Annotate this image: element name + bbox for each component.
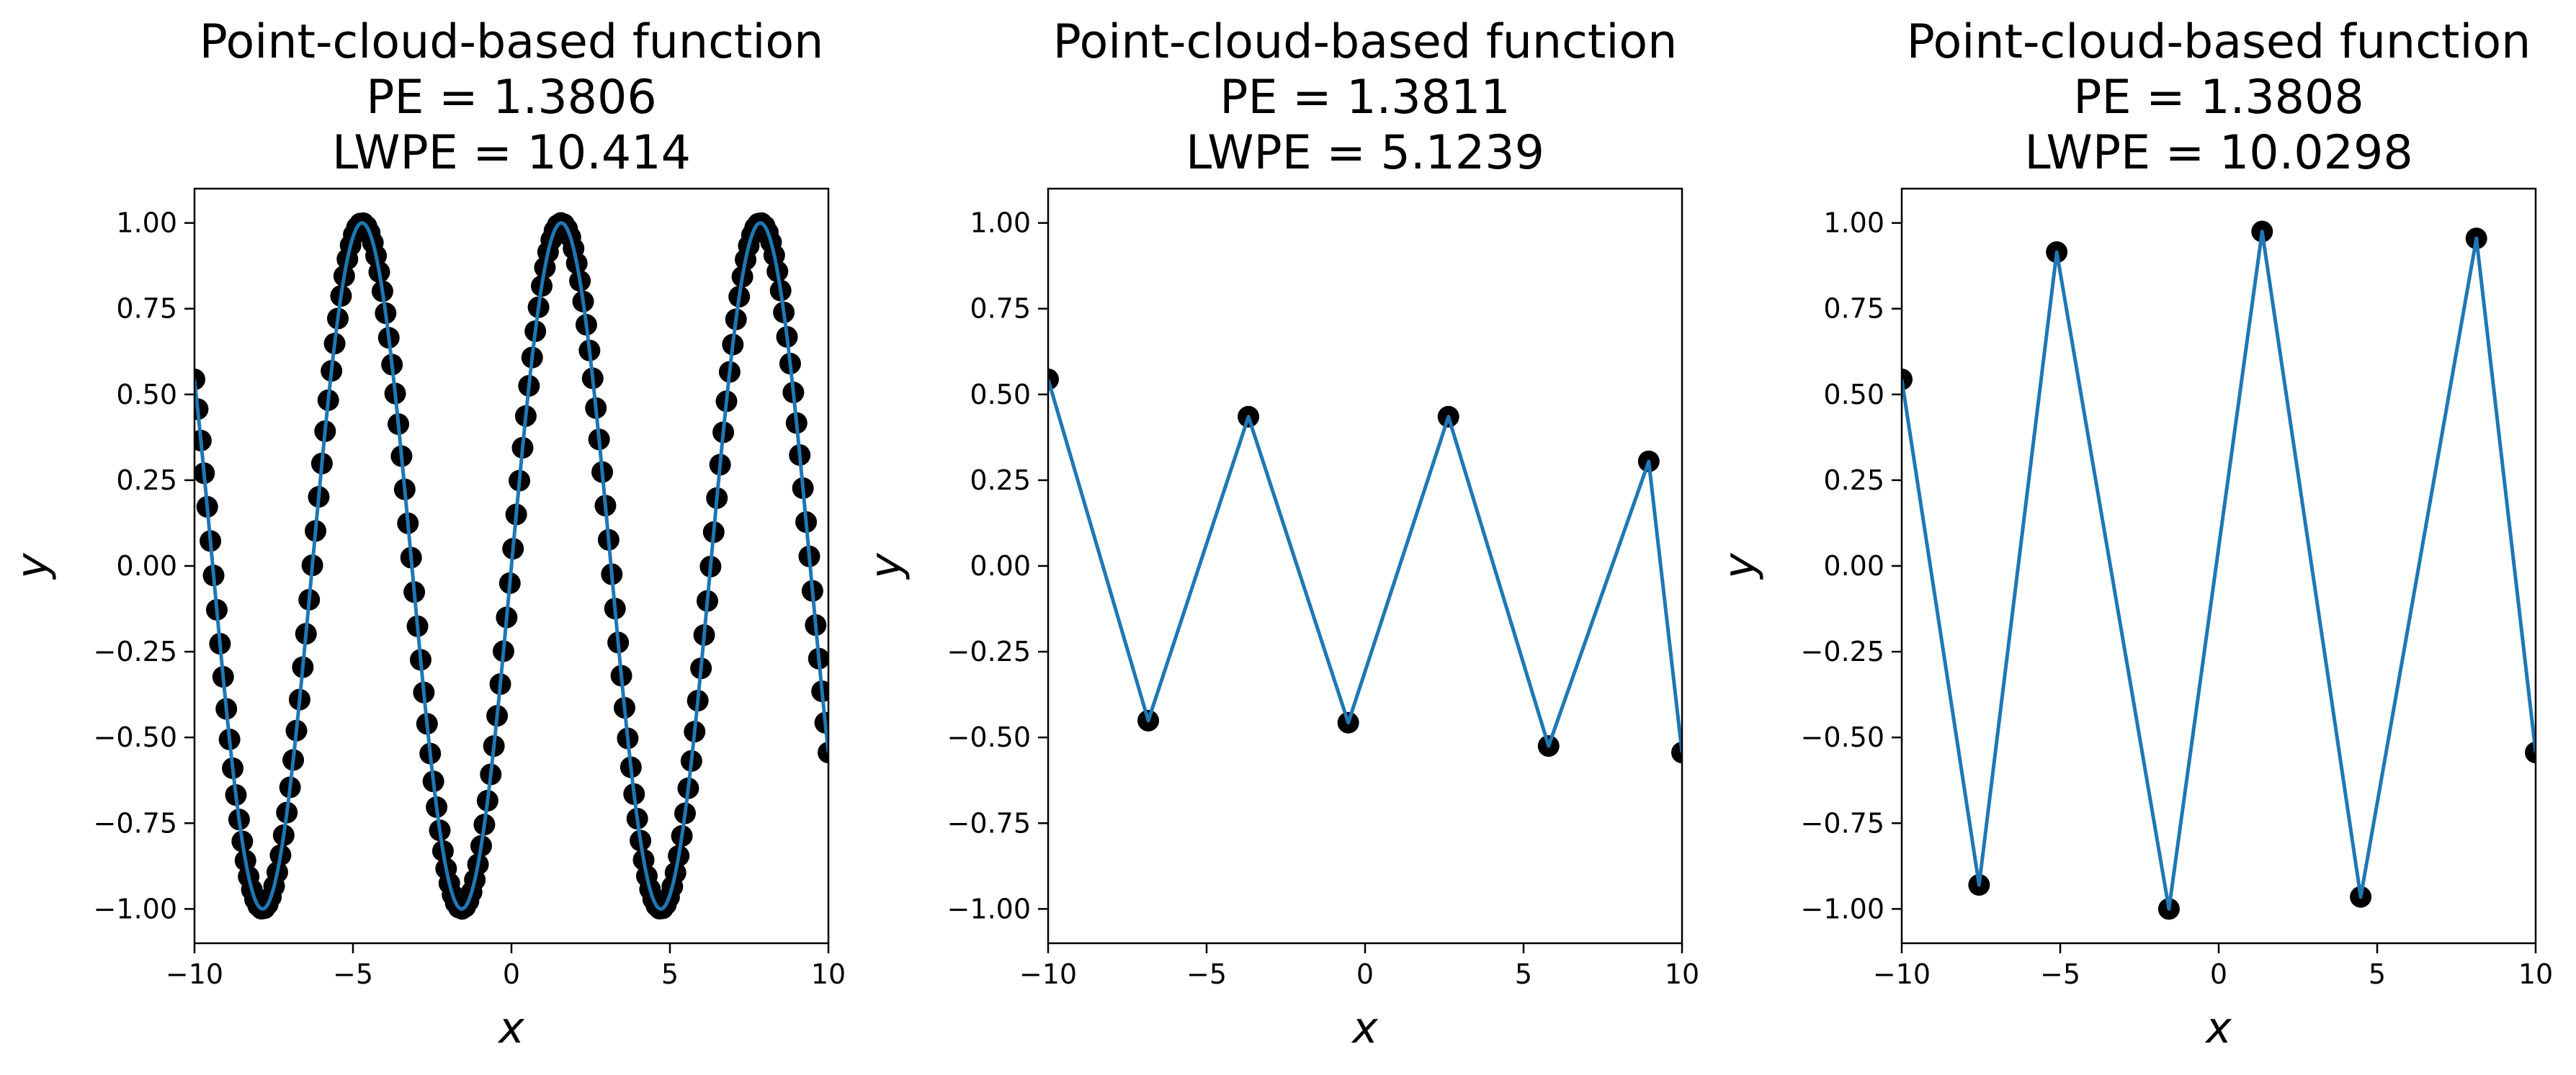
x-tick-label: 0 <box>1356 958 1374 990</box>
series-line <box>1048 379 1682 753</box>
chart-title-line: PE = 1.3806 <box>366 71 657 125</box>
y-tick-label: −0.25 <box>947 636 1031 667</box>
data-point <box>194 368 205 390</box>
y-tick-label: 0.00 <box>116 550 177 582</box>
plot-area <box>1902 220 2536 920</box>
x-axis-label: x <box>2204 1003 2232 1053</box>
y-tick-label: −1.00 <box>947 893 1031 925</box>
axes-frame <box>1047 187 1683 945</box>
chart-title-line: LWPE = 10.414 <box>332 126 691 180</box>
y-tick-label: −1.00 <box>94 893 177 925</box>
x-tick-label: −10 <box>166 958 223 990</box>
x-tick-label: 10 <box>2518 958 2553 990</box>
x-tick-label: 5 <box>661 958 679 990</box>
y-tick-label: −0.75 <box>94 807 177 839</box>
plot-area <box>1048 368 1682 764</box>
y-tick-label: −0.75 <box>1801 807 1884 839</box>
y-tick-label: −0.75 <box>947 807 1031 839</box>
y-tick-label: 0.50 <box>116 379 177 410</box>
chart-title-line: LWPE = 5.1239 <box>1186 126 1544 180</box>
chart-title-line: Point-cloud-based function <box>1907 15 2531 69</box>
plot-area <box>194 212 828 920</box>
x-tick-label: −10 <box>1873 958 1931 990</box>
y-tick-label: 0.00 <box>970 550 1031 582</box>
y-tick-label: 1.00 <box>970 207 1031 239</box>
data-point <box>2525 742 2536 764</box>
y-tick-label: 0.25 <box>1823 464 1884 496</box>
x-tick-label: 10 <box>811 958 846 990</box>
data-point <box>1902 368 1913 390</box>
chart-title-line: PE = 1.3808 <box>2073 71 2364 125</box>
y-axis-label: y <box>1714 552 1765 580</box>
x-tick-label: −10 <box>1019 958 1077 990</box>
y-tick-label: 0.25 <box>116 464 177 496</box>
y-tick-label: 0.50 <box>1823 379 1884 410</box>
data-point <box>818 742 828 764</box>
x-tick-label: 5 <box>1515 958 1532 990</box>
y-tick-label: 0.75 <box>116 293 177 325</box>
y-tick-label: 0.00 <box>1823 550 1884 582</box>
y-tick-label: −0.50 <box>947 721 1031 753</box>
x-tick-label: 10 <box>1665 958 1699 990</box>
x-axis-label: x <box>1351 1003 1378 1053</box>
axes-frame <box>1900 187 2537 945</box>
y-tick-label: 0.50 <box>970 379 1031 410</box>
series-line <box>194 221 828 911</box>
x-tick-label: −5 <box>1186 958 1227 990</box>
y-tick-label: −0.25 <box>1801 636 1884 667</box>
chart-title-line: Point-cloud-based function <box>200 15 824 69</box>
y-tick-label: −0.25 <box>94 636 177 667</box>
chart-title-line: LWPE = 10.0298 <box>2024 126 2412 180</box>
x-tick-label: −5 <box>2040 958 2080 990</box>
y-tick-label: 0.75 <box>1823 293 1884 325</box>
x-tick-label: −5 <box>333 958 373 990</box>
y-axis-label: y <box>7 552 58 580</box>
y-tick-label: −0.50 <box>1801 721 1884 753</box>
data-point <box>1671 742 1682 764</box>
y-tick-label: 0.75 <box>970 293 1031 325</box>
y-tick-label: 0.25 <box>970 464 1031 496</box>
y-tick-label: 1.00 <box>1823 207 1884 239</box>
x-axis-label: x <box>497 1003 524 1053</box>
y-tick-label: −1.00 <box>1801 893 1884 925</box>
chart-title-line: Point-cloud-based function <box>1053 15 1678 69</box>
series-line <box>1902 230 2536 911</box>
x-tick-label: 0 <box>2210 958 2227 990</box>
x-tick-label: 0 <box>503 958 520 990</box>
x-tick-label: 5 <box>2369 958 2386 990</box>
y-tick-label: −0.50 <box>94 721 177 753</box>
y-axis-label: y <box>861 552 911 580</box>
y-tick-label: 1.00 <box>116 207 177 239</box>
chart-title-line: PE = 1.3811 <box>1220 71 1511 125</box>
